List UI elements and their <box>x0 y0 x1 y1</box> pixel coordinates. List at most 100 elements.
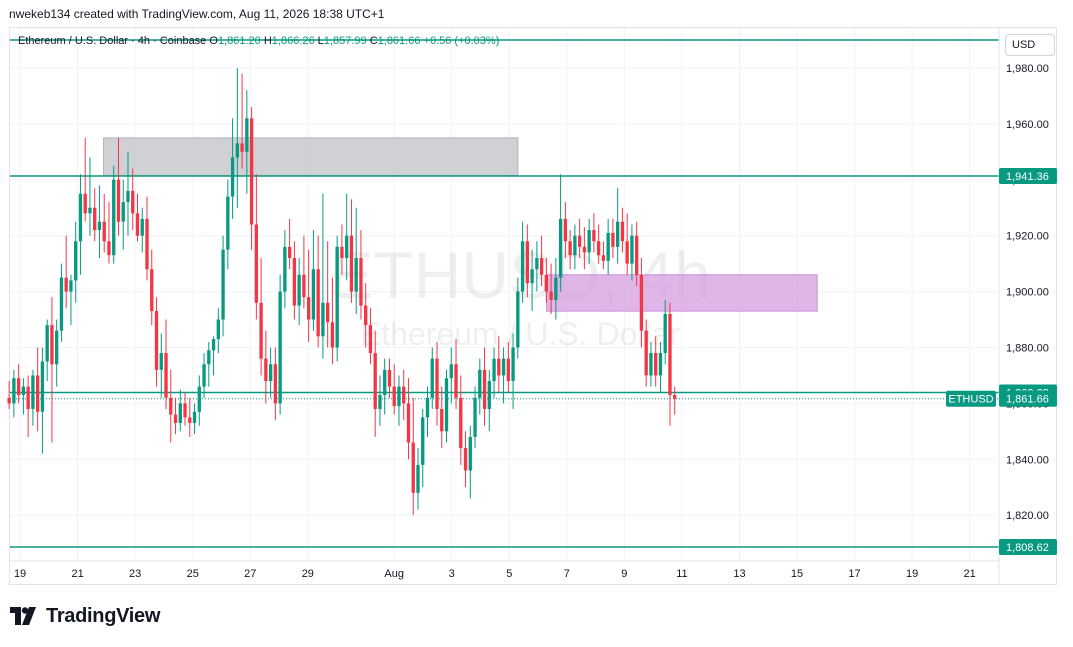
chart-frame[interactable] <box>9 27 1057 585</box>
candle-body <box>635 235 639 275</box>
supply-zone[interactable] <box>103 137 519 176</box>
candle-body <box>525 241 530 284</box>
candle-body <box>249 118 254 225</box>
legend-open-label: O <box>209 35 218 47</box>
candle-body <box>126 190 130 203</box>
candle-body <box>573 235 577 256</box>
date-tick-label: 15 <box>791 568 803 580</box>
candle-body <box>554 277 558 300</box>
candle-body <box>273 364 278 404</box>
candle-body <box>654 353 658 376</box>
candle-body <box>78 193 83 242</box>
candle-body <box>497 358 501 376</box>
candle-body <box>21 386 26 395</box>
candle-body <box>35 375 40 412</box>
symbol-label-box <box>946 390 996 407</box>
candle-body <box>216 319 220 340</box>
candle-body <box>387 369 392 387</box>
candle-body <box>663 313 667 354</box>
candle-body <box>202 364 206 387</box>
price-line-label-box <box>999 539 1057 555</box>
price-line-label-box <box>999 167 1057 184</box>
candle-body <box>297 274 301 306</box>
candle-body <box>335 246 339 348</box>
candle-body <box>287 246 292 259</box>
price-tick-label: 1,960.00 <box>1006 119 1049 131</box>
date-tick-label: 17 <box>848 568 860 580</box>
price-tick-label: 1,900.00 <box>1006 287 1049 299</box>
candle-body <box>440 408 444 432</box>
candle-body <box>639 274 644 331</box>
candle-body <box>240 143 244 152</box>
candle-body <box>226 196 230 250</box>
candle-body <box>520 241 525 292</box>
legend-close-label: C <box>369 35 378 47</box>
date-tick-label: 19 <box>14 568 26 580</box>
date-tick-label: 19 <box>906 568 918 580</box>
candle-body <box>416 464 420 493</box>
symbol-label: ETHUSD <box>948 394 993 406</box>
candle-body <box>31 375 35 409</box>
candle-body <box>211 339 216 351</box>
candle-body <box>330 322 335 348</box>
candle-body <box>616 221 620 247</box>
tradingview-logo-text: TradingView <box>46 604 161 627</box>
candle-body <box>264 358 268 382</box>
legend-symbol-title: Ethereum / U.S. Dollar · 4h · Coinbase <box>18 35 207 47</box>
candle-body <box>383 369 387 395</box>
candle-body <box>454 364 458 398</box>
candle-body <box>402 386 406 404</box>
candle-body <box>283 246 287 292</box>
candle-body <box>630 235 634 264</box>
candle-body <box>596 241 601 256</box>
candle-body <box>558 218 563 278</box>
candle-body <box>411 442 415 493</box>
price-line-label: 1,808.62 <box>1006 542 1049 554</box>
candle-body <box>535 258 539 270</box>
candle-body <box>649 353 653 376</box>
candle-body <box>112 179 116 256</box>
legend-change-value: +0.56 (+0.03%) <box>423 35 500 47</box>
candle-body <box>325 302 330 323</box>
candle-body <box>501 358 506 376</box>
candle-body <box>221 249 225 320</box>
candle-body <box>107 241 111 256</box>
candle-body <box>397 386 401 407</box>
candle-body <box>582 246 587 253</box>
candle-body <box>259 302 263 359</box>
current-price-label: 1,861.66 <box>1006 394 1049 406</box>
candle-body <box>254 224 259 303</box>
candle-body <box>354 258 358 292</box>
candle-body <box>506 358 510 382</box>
candle-body <box>340 246 344 259</box>
candle-body <box>444 378 449 432</box>
tradingview-logo[interactable]: TradingView <box>10 604 160 628</box>
candle-body <box>69 280 73 292</box>
legend-high-value: 1,866.26 <box>271 35 315 47</box>
candle-body <box>16 378 21 395</box>
price-tick-label: 1,980.00 <box>1006 63 1049 75</box>
demand-zone[interactable] <box>546 274 818 312</box>
candle-body <box>478 369 482 398</box>
candle-body <box>359 258 363 306</box>
price-tick-label: 1,820.00 <box>1006 510 1049 522</box>
candle-body <box>364 305 368 326</box>
candle-body <box>55 330 59 365</box>
candle-body <box>116 179 121 222</box>
candle-body <box>425 397 430 418</box>
legend-low-label: L <box>317 35 324 47</box>
candle-body <box>658 353 663 376</box>
candle-body <box>549 291 553 300</box>
candle-body <box>625 241 629 264</box>
date-tick-label: 13 <box>733 568 745 580</box>
candle-body <box>620 221 625 242</box>
candle-body <box>321 302 325 337</box>
candle-body <box>587 230 591 253</box>
candle-body <box>406 403 411 443</box>
candle-body <box>463 448 468 471</box>
candle-body <box>430 358 434 398</box>
candle-body <box>74 241 78 281</box>
candle-body <box>183 403 187 418</box>
currency-button[interactable]: USD <box>1005 34 1055 56</box>
